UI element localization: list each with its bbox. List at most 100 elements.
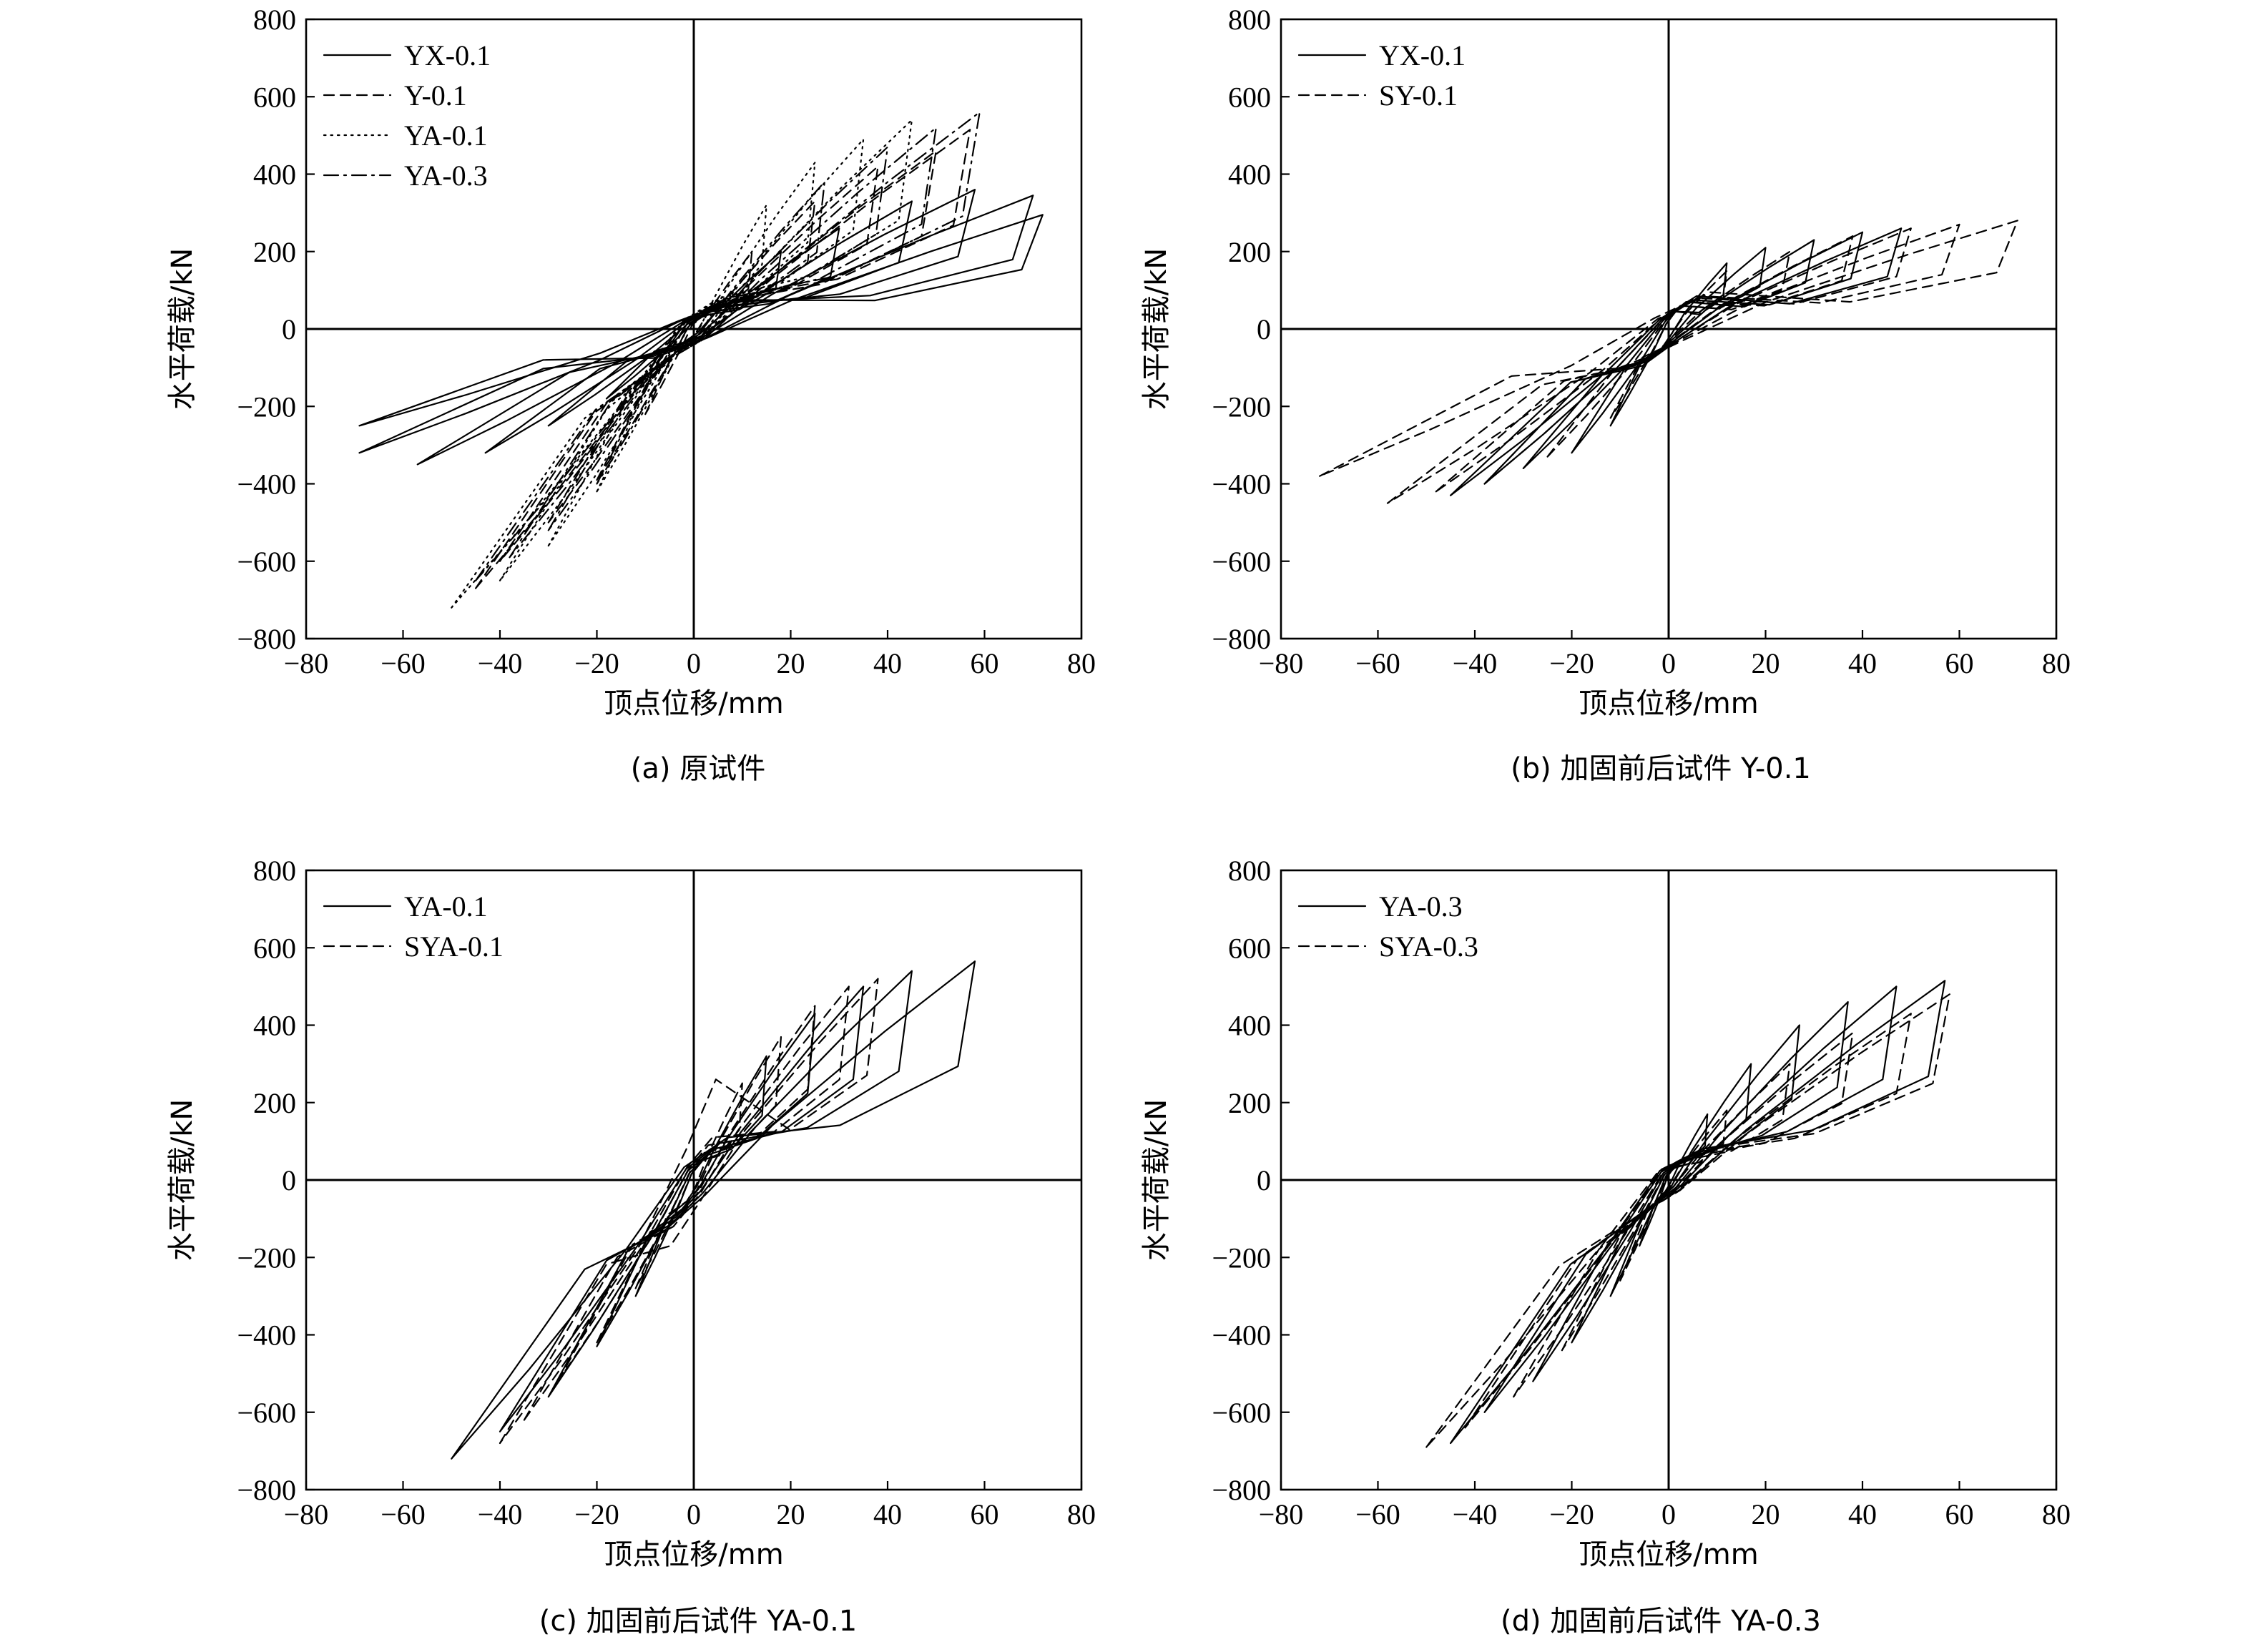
hysteresis-loop — [358, 195, 1034, 454]
hysteresis-loop — [499, 978, 879, 1445]
x-tick-label: 40 — [1848, 1498, 1877, 1530]
y-tick-label: −800 — [1212, 1474, 1271, 1506]
y-axis-label: 水平荷载/kN — [166, 248, 199, 410]
hysteresis-loop — [547, 162, 816, 547]
x-tick-label: 20 — [1752, 647, 1780, 679]
hysteresis-loop — [547, 227, 840, 427]
x-tick-label: −20 — [574, 647, 619, 679]
y-tick-label: 200 — [253, 236, 296, 268]
y-tick-label: 600 — [253, 932, 296, 964]
hysteresis-loop — [1513, 1032, 1854, 1398]
x-tick-label: 80 — [2042, 647, 2071, 679]
legend-label: YX-0.1 — [404, 39, 491, 72]
y-tick-label: −400 — [237, 1319, 296, 1352]
hysteresis-loop — [1619, 1109, 1728, 1282]
x-tick-label: 60 — [1945, 647, 1974, 679]
legend: YA-0.1 SYA-0.1 — [323, 890, 504, 963]
x-tick-label: 0 — [687, 647, 701, 679]
y-tick-label: 600 — [1228, 81, 1271, 113]
x-tick-label: 80 — [1067, 647, 1096, 679]
y-tick-label: 200 — [1228, 1087, 1271, 1119]
y-axis-label: 水平荷载/kN — [166, 1099, 199, 1262]
y-tick-label: 0 — [282, 313, 296, 345]
chart-panel-0: −80 −60 −40 −20 0 20 40 60 808006004002000−200−4… — [166, 4, 1096, 785]
chart-panel-2: −80 −60 −40 −20 0 20 40 60 808006004002000−200−4… — [166, 855, 1096, 1638]
x-tick-label: 0 — [687, 1498, 701, 1530]
x-axis-label: 顶点位移/mm — [604, 687, 783, 720]
x-tick-label: −60 — [1355, 647, 1400, 679]
y-tick-label: 0 — [282, 1164, 296, 1196]
y-tick-label: 400 — [253, 1010, 296, 1042]
y-tick-label: −200 — [1212, 1242, 1271, 1274]
series-YX-0.1 — [1450, 227, 1903, 496]
x-axis-label: 顶点位移/mm — [1579, 687, 1758, 720]
x-tick-label: 40 — [873, 1498, 902, 1530]
hysteresis-loop — [557, 1005, 816, 1382]
y-tick-label: −200 — [237, 390, 296, 423]
y-tick-label: −600 — [1212, 546, 1271, 578]
x-tick-label: −60 — [381, 647, 426, 679]
series-YA-0.3 — [1450, 980, 1946, 1445]
legend-label: YA-0.3 — [404, 159, 488, 192]
hysteresis-loop — [1561, 1063, 1791, 1352]
legend-label: YA-0.1 — [404, 119, 488, 152]
hysteresis-loop — [1483, 985, 1898, 1413]
curves — [451, 960, 976, 1460]
x-tick-label: 60 — [971, 647, 999, 679]
x-tick-label: −40 — [1453, 1498, 1498, 1530]
x-tick-label: 20 — [777, 647, 805, 679]
hysteresis-loop — [1425, 993, 1950, 1448]
hysteresis-loop — [475, 111, 981, 581]
chart-panel-3: −80 −60 −40 −20 0 20 40 60 808006004002000−200−4… — [1140, 855, 2071, 1638]
y-tick-label: 0 — [1257, 1164, 1271, 1196]
panel-caption: (c) 加固前后试件 YA-0.1 — [539, 1605, 858, 1638]
series-YA-0.3 — [475, 111, 981, 581]
x-tick-label: 40 — [873, 647, 902, 679]
hysteresis-loop — [499, 970, 913, 1432]
x-tick-label: 80 — [2042, 1498, 2071, 1530]
hysteresis-loop — [644, 250, 753, 416]
chart-panel-1: −80 −60 −40 −20 0 20 40 60 808006004002000−200−4… — [1140, 4, 2071, 785]
y-tick-label: 400 — [1228, 1010, 1271, 1042]
y-tick-label: 600 — [253, 81, 296, 113]
y-tick-label: 0 — [1257, 313, 1271, 345]
y-tick-label: 600 — [1228, 932, 1271, 964]
x-tick-label: 20 — [1752, 1498, 1780, 1530]
x-tick-label: 40 — [1848, 647, 1877, 679]
hysteresis-loop — [1435, 227, 1912, 493]
x-tick-label: −60 — [1355, 1498, 1400, 1530]
x-tick-label: 20 — [777, 1498, 805, 1530]
hysteresis-loop — [523, 985, 850, 1421]
hysteresis-loop — [1464, 1013, 1912, 1429]
legend-label: YA-0.1 — [404, 890, 488, 923]
y-tick-label: −400 — [1212, 468, 1271, 501]
legend-label: YX-0.1 — [1379, 39, 1466, 72]
legend-label: SYA-0.3 — [1379, 930, 1478, 963]
series-Y-0.1 — [475, 129, 971, 589]
hysteresis-loop — [451, 119, 913, 609]
x-tick-label: 0 — [1661, 647, 1676, 679]
y-tick-label: −800 — [237, 1474, 296, 1506]
hysteresis-loop — [1450, 980, 1946, 1445]
hysteresis-loop — [1319, 220, 2018, 477]
y-axis-label: 水平荷载/kN — [1140, 248, 1173, 410]
panel-caption: (a) 原试件 — [631, 752, 765, 785]
y-tick-label: −800 — [1212, 623, 1271, 655]
x-tick-label: −40 — [478, 647, 523, 679]
y-tick-label: −600 — [237, 546, 296, 578]
x-tick-label: −80 — [284, 1498, 329, 1530]
x-tick-label: −20 — [574, 1498, 619, 1530]
hysteresis-loop — [499, 138, 865, 581]
y-tick-label: 400 — [253, 159, 296, 191]
y-tick-label: 800 — [253, 4, 296, 36]
hysteresis-loop — [1609, 270, 1728, 419]
x-tick-label: −60 — [381, 1498, 426, 1530]
hysteresis-loop — [547, 165, 879, 523]
hysteresis-loop — [416, 189, 976, 466]
y-tick-label: 200 — [253, 1087, 296, 1119]
panel-caption: (d) 加固前后试件 YA-0.3 — [1501, 1605, 1821, 1638]
x-axis-label: 顶点位移/mm — [604, 1538, 783, 1571]
x-tick-label: −20 — [1549, 1498, 1594, 1530]
y-tick-label: −400 — [237, 468, 296, 501]
y-tick-label: 800 — [1228, 4, 1271, 36]
